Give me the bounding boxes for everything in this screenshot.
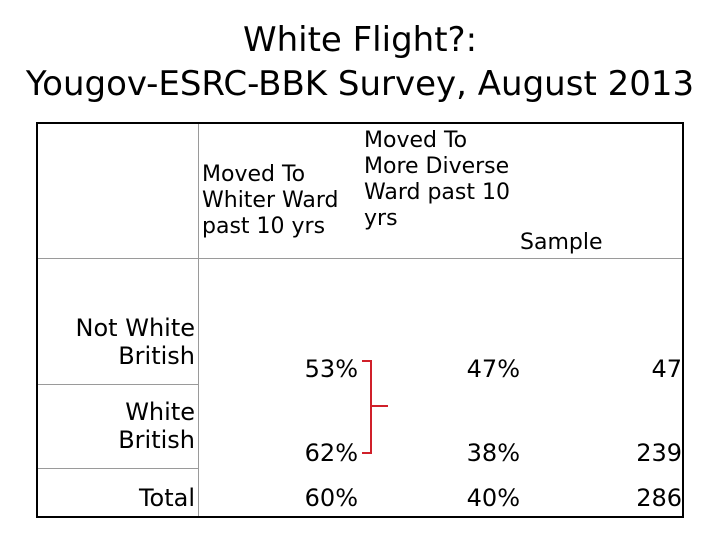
cell-sample: 239 [636,439,682,467]
slide-title: White Flight?: Yougov-ESRC-BBK Survey, A… [0,18,720,106]
cell-whiter: 60% [304,484,358,512]
bracket-bottom [362,452,372,454]
bracket-top [362,360,372,362]
cell-whiter: 53% [304,355,358,383]
cell-diverse: 40% [466,484,520,512]
grid-hline [38,258,682,259]
cell-diverse: 47% [466,355,520,383]
row-label-not-white-british: Not White British [75,314,195,370]
grid-hline [38,468,198,469]
bracket-tick [372,405,388,407]
header-moved-whiter: Moved To Whiter Ward past 10 yrs [202,162,339,239]
header-sample: Sample [520,230,603,255]
cell-sample: 286 [636,484,682,512]
grid-hline [38,384,198,385]
title-line-2: Yougov-ESRC-BBK Survey, August 2013 [25,64,695,104]
header-moved-diverse: Moved To More Diverse Ward past 10 yrs [364,128,510,231]
bracket-vertical [370,360,372,454]
title-line-1: White Flight?: [242,20,478,60]
row-label-white-british: White British [118,398,195,454]
table-border [36,122,684,518]
row-label-total: Total [138,484,195,512]
cell-whiter: 62% [304,439,358,467]
grid-vline [198,124,199,516]
cell-diverse: 38% [466,439,520,467]
cell-sample: 47 [651,355,682,383]
